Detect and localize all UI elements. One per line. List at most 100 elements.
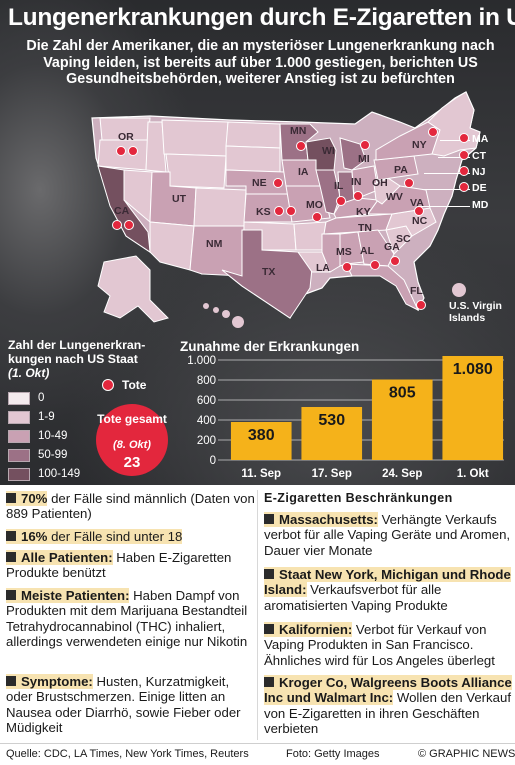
legend-label: 10-49 <box>38 430 68 442</box>
state-label-la: LA <box>316 262 330 274</box>
y-tick-label: 0 <box>210 455 216 467</box>
state-label-mn: MN <box>290 125 307 137</box>
legend-label: 1-9 <box>38 411 55 423</box>
death-dot-or-1 <box>116 146 126 156</box>
state-label-in: IN <box>351 176 362 188</box>
death-dot-ca-2 <box>124 220 134 230</box>
restriction-california: Kalifornien: Verbot für Verkauf von Vapi… <box>264 622 495 668</box>
state-label-ma: MA <box>472 133 489 145</box>
state-wy <box>165 153 227 189</box>
bullet-square <box>6 590 16 600</box>
fact-all-patients: Alle Patienten: Haben E-Zigaretten Produ… <box>6 550 232 581</box>
leader-ct <box>438 157 470 158</box>
legend-label: 0 <box>38 392 45 404</box>
bullet-square <box>264 677 274 687</box>
footer: Quelle: CDC, LA Times, New York Times, R… <box>0 743 515 765</box>
state-label-ca: CA <box>114 205 130 217</box>
state-label-tn: TN <box>358 222 372 234</box>
state-label-ia: IA <box>298 166 309 178</box>
footer-source: Quelle: CDC, LA Times, New York Times, R… <box>6 748 249 760</box>
bullet-square <box>6 676 16 686</box>
chart-title: Zunahme der Erkrankungen <box>180 339 360 354</box>
bar <box>442 356 504 460</box>
legend-swatch <box>8 392 30 405</box>
death-dot-ms-1 <box>342 262 352 272</box>
y-tick-label: 400 <box>197 415 216 427</box>
state-label-de: DE <box>472 182 487 194</box>
death-dot-ct-1 <box>459 150 469 160</box>
death-dot-ks-2 <box>286 206 296 216</box>
state-label-md: MD <box>472 199 489 211</box>
death-dot-ks-1 <box>274 206 284 216</box>
x-tick-label: 17. Sep <box>312 468 352 480</box>
state-ne-region <box>427 91 481 157</box>
death-dot-pa-1 <box>404 178 414 188</box>
bullet-square <box>6 552 16 562</box>
leader-nj <box>424 173 470 174</box>
death-dot-de-1 <box>459 182 469 192</box>
death-dot-in-1 <box>353 191 363 201</box>
state-tx <box>221 229 313 319</box>
bar <box>230 422 292 460</box>
deaths-legend-dot <box>102 379 114 391</box>
deaths-total-value: 23 <box>123 454 141 471</box>
state-label-wi: WI <box>322 145 335 157</box>
state-nm <box>189 225 245 277</box>
fact-symptoms: Symptome: Husten, Kurzatmigkeit, oder Br… <box>6 674 241 735</box>
legend-swatch <box>8 411 30 424</box>
bullet-square <box>6 531 16 541</box>
legend-swatch <box>8 430 30 443</box>
deaths-legend-label: Tote <box>122 378 147 392</box>
bar-value-label: 530 <box>318 412 345 429</box>
death-dot-va-1 <box>414 206 424 216</box>
leader-de <box>422 189 470 190</box>
footer-photo-credit: Foto: Getty Images <box>286 748 380 760</box>
bar-value-label: 805 <box>389 385 416 402</box>
deaths-total-badge: Tote gesamt (8. Okt) 23 <box>96 404 168 476</box>
state-mt <box>161 119 229 157</box>
state-fl <box>345 263 420 312</box>
state-label-mi: MI <box>358 153 370 165</box>
alaska <box>97 255 169 323</box>
death-dot-mi-1 <box>360 140 370 150</box>
death-dot-or-2 <box>128 146 138 156</box>
death-dot-il-1 <box>336 196 346 206</box>
bullet-square <box>264 514 274 524</box>
state-label-nm: NM <box>206 238 223 250</box>
state-label-wv: WV <box>386 191 403 203</box>
hawaii <box>203 303 244 328</box>
restriction-new-york: Staat New York, Michigan und Rhode Islan… <box>264 567 511 613</box>
state-label-or: OR <box>118 131 134 143</box>
page-title: Lungenerkrankungen durch E-Zigaretten in… <box>8 4 515 31</box>
bullet-square <box>6 493 16 503</box>
death-dot-ne-1 <box>273 178 283 188</box>
legend-title: Zahl der Lungenerkran-kungen nach US Sta… <box>8 338 146 366</box>
bar <box>371 379 433 460</box>
cases-bar-chart: 0 200 400 600 800 1.000 380 11. Sep 530 17. Sep 80… <box>187 355 504 480</box>
fact-most-patients: Meiste Patienten: Haben Dampf von Produk… <box>6 588 248 649</box>
legend-swatch <box>8 449 30 462</box>
death-dot-ga-1 <box>390 256 400 266</box>
intro-text: Die Zahl der Amerikaner, die an mysteriö… <box>26 38 495 87</box>
state-co <box>193 187 247 227</box>
death-dot-al-1 <box>370 260 380 270</box>
bar-value-label: 1.080 <box>453 361 493 378</box>
restriction-massachusetts: Massachusetts: Verhängte Verkaufs verbot… <box>264 512 511 558</box>
y-tick-label: 200 <box>197 435 216 447</box>
death-dot-nj-1 <box>459 166 469 176</box>
column-divider <box>257 490 258 740</box>
state-az <box>149 221 195 271</box>
death-dot-mo-1 <box>312 212 322 222</box>
leader-md <box>418 206 470 207</box>
death-dot-mn-1 <box>296 141 306 151</box>
bullet-square <box>264 569 274 579</box>
death-dot-ny-1 <box>428 127 438 137</box>
death-dot-ma-1 <box>459 133 469 143</box>
legend-label: 50-99 <box>38 449 68 461</box>
legend-date: (1. Okt) <box>8 366 50 380</box>
state-ms <box>321 233 341 273</box>
state-label-mo: MO <box>306 199 323 211</box>
state-label-ct: CT <box>472 150 486 162</box>
x-tick-label: 24. Sep <box>382 468 422 480</box>
state-sd <box>225 145 281 173</box>
